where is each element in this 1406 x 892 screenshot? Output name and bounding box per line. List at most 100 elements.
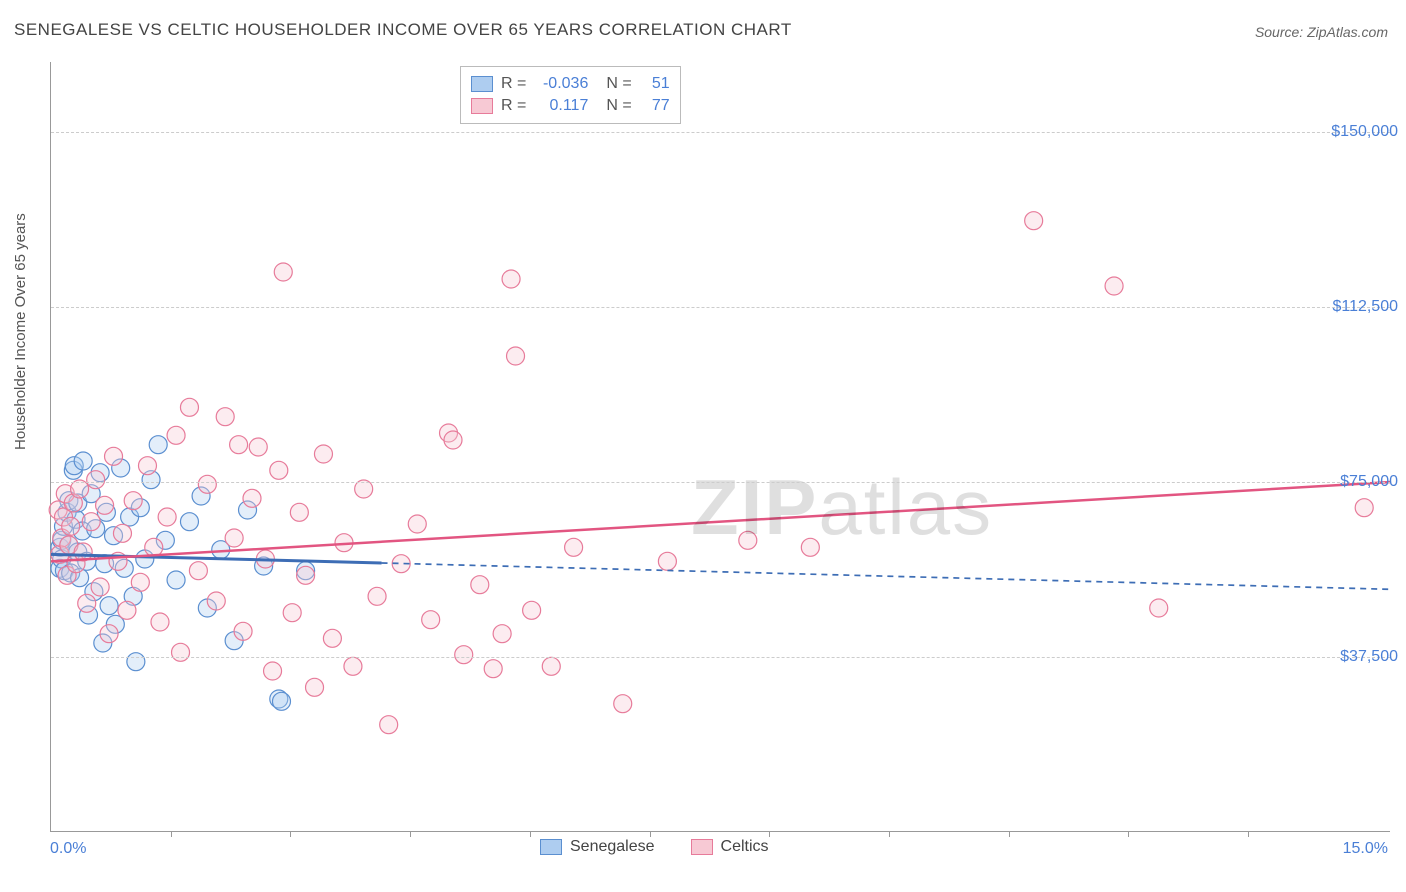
chart-title: SENEGALESE VS CELTIC HOUSEHOLDER INCOME …: [14, 20, 792, 40]
data-point: [87, 471, 105, 489]
data-point: [127, 653, 145, 671]
legend-item: Celtics: [691, 838, 769, 856]
n-label: N =: [606, 97, 631, 115]
gridline: [51, 482, 1390, 483]
x-tick: [769, 831, 770, 837]
data-point: [493, 625, 511, 643]
data-point: [1355, 499, 1373, 517]
data-point: [234, 622, 252, 640]
legend-swatch: [540, 839, 562, 855]
legend-label: Senegalese: [570, 838, 655, 856]
x-tick: [650, 831, 651, 837]
data-point: [565, 538, 583, 556]
data-point: [62, 517, 80, 535]
data-point: [118, 601, 136, 619]
legend-item: Senegalese: [540, 838, 655, 856]
y-axis-label: Householder Income Over 65 years: [12, 213, 29, 450]
data-point: [113, 524, 131, 542]
data-point: [138, 457, 156, 475]
x-tick: [530, 831, 531, 837]
gridline: [51, 657, 1390, 658]
data-point: [149, 436, 167, 454]
data-point: [484, 660, 502, 678]
correlation-legend: R =-0.036N =51R =0.117N =77: [460, 66, 681, 124]
legend-row: R =0.117N =77: [471, 95, 670, 117]
r-value: -0.036: [534, 75, 588, 93]
data-point: [180, 398, 198, 416]
data-point: [1150, 599, 1168, 617]
data-point: [507, 347, 525, 365]
data-point: [96, 496, 114, 514]
legend-swatch: [471, 98, 493, 114]
x-axis-max-label: 15.0%: [1343, 840, 1388, 858]
x-tick: [1248, 831, 1249, 837]
y-tick-label: $37,500: [1340, 648, 1398, 666]
data-point: [158, 508, 176, 526]
data-point: [272, 692, 290, 710]
chart-plot-area: ZIPatlas: [50, 62, 1390, 832]
data-point: [422, 611, 440, 629]
data-point: [614, 695, 632, 713]
data-point: [124, 492, 142, 510]
x-tick: [1128, 831, 1129, 837]
data-point: [270, 461, 288, 479]
n-label: N =: [606, 75, 631, 93]
data-point: [523, 601, 541, 619]
scatter-svg: [51, 62, 1390, 831]
data-point: [105, 447, 123, 465]
gridline: [51, 307, 1390, 308]
data-point: [167, 426, 185, 444]
data-point: [323, 629, 341, 647]
data-point: [91, 578, 109, 596]
data-point: [274, 263, 292, 281]
data-point: [189, 562, 207, 580]
data-point: [502, 270, 520, 288]
x-tick: [889, 831, 890, 837]
y-tick-label: $150,000: [1331, 123, 1398, 141]
n-value: 77: [640, 97, 670, 115]
data-point: [230, 436, 248, 454]
data-point: [225, 529, 243, 547]
data-point: [801, 538, 819, 556]
data-point: [167, 571, 185, 589]
data-point: [542, 657, 560, 675]
data-point: [216, 408, 234, 426]
data-point: [471, 576, 489, 594]
legend-swatch: [691, 839, 713, 855]
data-point: [283, 604, 301, 622]
data-point: [74, 452, 92, 470]
legend-swatch: [471, 76, 493, 92]
x-tick: [290, 831, 291, 837]
series-legend: Senegalese Celtics: [540, 838, 769, 856]
data-point: [408, 515, 426, 533]
data-point: [344, 657, 362, 675]
legend-row: R = -0.036 N = 51: [471, 73, 670, 95]
source-attribution: Source: ZipAtlas.com: [1255, 24, 1388, 40]
data-point: [82, 513, 100, 531]
data-point: [172, 643, 190, 661]
trend-line-dashed: [382, 563, 1391, 589]
data-point: [180, 513, 198, 531]
data-point: [198, 475, 216, 493]
x-axis-min-label: 0.0%: [50, 840, 86, 858]
data-point: [131, 573, 149, 591]
data-point: [207, 592, 225, 610]
x-tick: [171, 831, 172, 837]
data-point: [380, 716, 398, 734]
data-point: [249, 438, 267, 456]
data-point: [1025, 212, 1043, 230]
data-point: [1105, 277, 1123, 295]
x-tick: [410, 831, 411, 837]
data-point: [314, 445, 332, 463]
data-point: [243, 489, 261, 507]
n-value: 51: [640, 75, 670, 93]
data-point: [368, 587, 386, 605]
data-point: [151, 613, 169, 631]
data-point: [444, 431, 462, 449]
data-point: [658, 552, 676, 570]
data-point: [100, 597, 118, 615]
data-point: [306, 678, 324, 696]
r-label: R =: [501, 75, 526, 93]
data-point: [78, 594, 96, 612]
x-tick: [1009, 831, 1010, 837]
